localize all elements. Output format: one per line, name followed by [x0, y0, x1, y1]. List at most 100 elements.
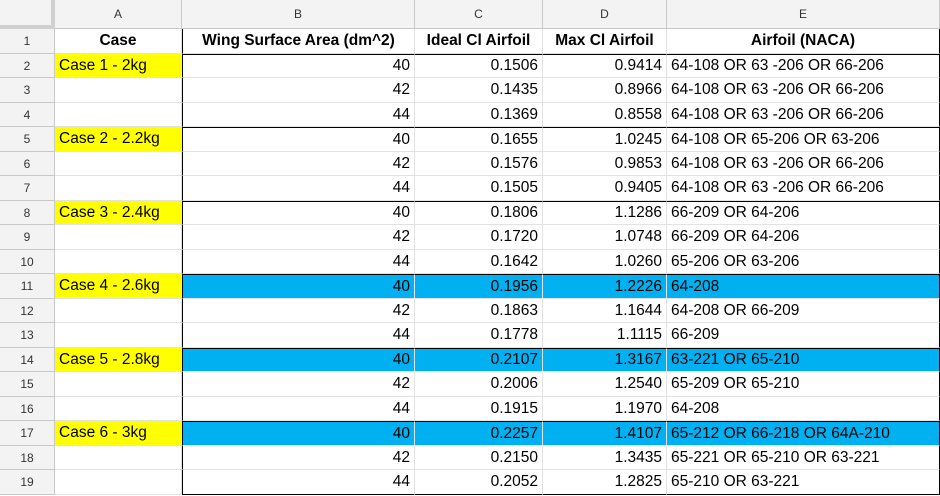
cell-wing-area[interactable]: 40	[182, 54, 415, 78]
column-header-e[interactable]: E	[667, 0, 940, 29]
cell-wing-area[interactable]: 44	[182, 470, 415, 495]
row-header[interactable]: 8	[0, 201, 55, 225]
cell-max-cl[interactable]: 1.1115	[543, 323, 667, 348]
cell-ideal-cl[interactable]: 0.2107	[415, 348, 543, 372]
column-header-c[interactable]: C	[415, 0, 543, 29]
cell-airfoil[interactable]: 66-209 OR 64-206	[667, 225, 940, 250]
row-header[interactable]: 13	[0, 323, 55, 348]
row-header[interactable]: 10	[0, 250, 55, 274]
cell-wing-area[interactable]: 44	[182, 103, 415, 127]
cell-ideal-cl[interactable]: 0.1576	[415, 152, 543, 176]
row-header[interactable]: 14	[0, 348, 55, 372]
cell-airfoil[interactable]: 65-210 OR 63-221	[667, 470, 940, 495]
row-header[interactable]: 11	[0, 274, 55, 299]
cell-wing-area[interactable]: 42	[182, 152, 415, 176]
cell-ideal-cl[interactable]: 0.1655	[415, 127, 543, 152]
cell-case[interactable]	[55, 103, 182, 127]
cell-max-cl[interactable]: 1.3435	[543, 446, 667, 470]
row-header[interactable]: 19	[0, 470, 55, 495]
cell-airfoil[interactable]: 66-209 OR 64-206	[667, 201, 940, 225]
cell-ideal-cl[interactable]: 0.1435	[415, 78, 543, 103]
cell-airfoil[interactable]: 64-108 OR 65-206 OR 63-206	[667, 127, 940, 152]
freeze-bar-vertical[interactable]	[51, 0, 55, 29]
cell-airfoil[interactable]: 65-209 OR 65-210	[667, 372, 940, 397]
cell-case[interactable]: Case 3 - 2.4kg	[55, 201, 182, 225]
cell-ideal-cl[interactable]: 0.1915	[415, 397, 543, 421]
cell-case[interactable]	[55, 299, 182, 323]
cell-wing-area[interactable]: 42	[182, 372, 415, 397]
cell-max-cl[interactable]: 0.9853	[543, 152, 667, 176]
cell-case[interactable]	[55, 176, 182, 201]
cell-ideal-cl[interactable]: 0.1720	[415, 225, 543, 250]
cell-case[interactable]	[55, 225, 182, 250]
cell-wing-area[interactable]: 42	[182, 299, 415, 323]
cell-max-cl[interactable]: 0.8966	[543, 78, 667, 103]
cell-case[interactable]	[55, 397, 182, 421]
cell-wing-area[interactable]: 40	[182, 201, 415, 225]
cell-wing-area[interactable]: 42	[182, 78, 415, 103]
cell-ideal-cl[interactable]: 0.1863	[415, 299, 543, 323]
column-header-a[interactable]: A	[55, 0, 182, 29]
cell-ideal-cl[interactable]: 0.1642	[415, 250, 543, 274]
cell-case[interactable]	[55, 372, 182, 397]
cell-airfoil[interactable]: 64-208	[667, 274, 940, 299]
cell-airfoil[interactable]: 64-108 OR 63 -206 OR 66-206	[667, 78, 940, 103]
freeze-bar-horizontal[interactable]	[0, 25, 55, 29]
cell-airfoil[interactable]: 65-206 OR 63-206	[667, 250, 940, 274]
cell-max-cl[interactable]: 1.2540	[543, 372, 667, 397]
cell-airfoil[interactable]: 64-108 OR 63 -206 OR 66-206	[667, 103, 940, 127]
cell-airfoil[interactable]: 66-209	[667, 323, 940, 348]
column-header-b[interactable]: B	[182, 0, 415, 29]
cell-wing-area[interactable]: 44	[182, 176, 415, 201]
cell-wing-area[interactable]: 44	[182, 250, 415, 274]
cell-max-cl[interactable]: 1.2226	[543, 274, 667, 299]
cell-max-cl[interactable]: 1.0245	[543, 127, 667, 152]
cell-max-cl[interactable]: 1.0260	[543, 250, 667, 274]
row-header[interactable]: 6	[0, 152, 55, 176]
column-title-wing-area[interactable]: Wing Surface Area (dm^2)	[182, 29, 415, 54]
cell-case[interactable]	[55, 152, 182, 176]
cell-ideal-cl[interactable]: 0.1778	[415, 323, 543, 348]
cell-airfoil[interactable]: 64-208	[667, 397, 940, 421]
cell-case[interactable]: Case 1 - 2kg	[55, 54, 182, 78]
row-header[interactable]: 1	[0, 29, 55, 54]
cell-case[interactable]: Case 6 - 3kg	[55, 421, 182, 446]
cell-airfoil[interactable]: 64-108 OR 63 -206 OR 66-206	[667, 54, 940, 78]
row-header[interactable]: 5	[0, 127, 55, 152]
cell-max-cl[interactable]: 0.8558	[543, 103, 667, 127]
column-title-case[interactable]: Case	[55, 29, 182, 54]
cell-ideal-cl[interactable]: 0.2052	[415, 470, 543, 495]
cell-case[interactable]	[55, 470, 182, 495]
cell-airfoil[interactable]: 65-221 OR 65-210 OR 63-221	[667, 446, 940, 470]
cell-ideal-cl[interactable]: 0.2006	[415, 372, 543, 397]
column-title-airfoil[interactable]: Airfoil (NACA)	[667, 29, 940, 54]
cell-wing-area[interactable]: 40	[182, 421, 415, 446]
row-header[interactable]: 17	[0, 421, 55, 446]
cell-max-cl[interactable]: 1.2825	[543, 470, 667, 495]
cell-max-cl[interactable]: 1.0748	[543, 225, 667, 250]
cell-airfoil[interactable]: 64-208 OR 66-209	[667, 299, 940, 323]
row-header[interactable]: 18	[0, 446, 55, 470]
cell-airfoil[interactable]: 63-221 OR 65-210	[667, 348, 940, 372]
cell-wing-area[interactable]: 44	[182, 323, 415, 348]
cell-wing-area[interactable]: 44	[182, 397, 415, 421]
column-header-d[interactable]: D	[543, 0, 667, 29]
cell-ideal-cl[interactable]: 0.1506	[415, 54, 543, 78]
cell-case[interactable]: Case 2 - 2.2kg	[55, 127, 182, 152]
cell-case[interactable]	[55, 323, 182, 348]
column-title-ideal-cl[interactable]: Ideal Cl Airfoil	[415, 29, 543, 54]
cell-ideal-cl[interactable]: 0.2257	[415, 421, 543, 446]
cell-case[interactable]	[55, 446, 182, 470]
row-header[interactable]: 7	[0, 176, 55, 201]
cell-max-cl[interactable]: 1.1970	[543, 397, 667, 421]
column-title-max-cl[interactable]: Max Cl Airfoil	[543, 29, 667, 54]
row-header[interactable]: 12	[0, 299, 55, 323]
cell-wing-area[interactable]: 40	[182, 348, 415, 372]
cell-airfoil[interactable]: 64-108 OR 63 -206 OR 66-206	[667, 152, 940, 176]
cell-ideal-cl[interactable]: 0.1505	[415, 176, 543, 201]
cell-wing-area[interactable]: 40	[182, 274, 415, 299]
cell-wing-area[interactable]: 42	[182, 225, 415, 250]
row-header[interactable]: 3	[0, 78, 55, 103]
cell-max-cl[interactable]: 0.9414	[543, 54, 667, 78]
